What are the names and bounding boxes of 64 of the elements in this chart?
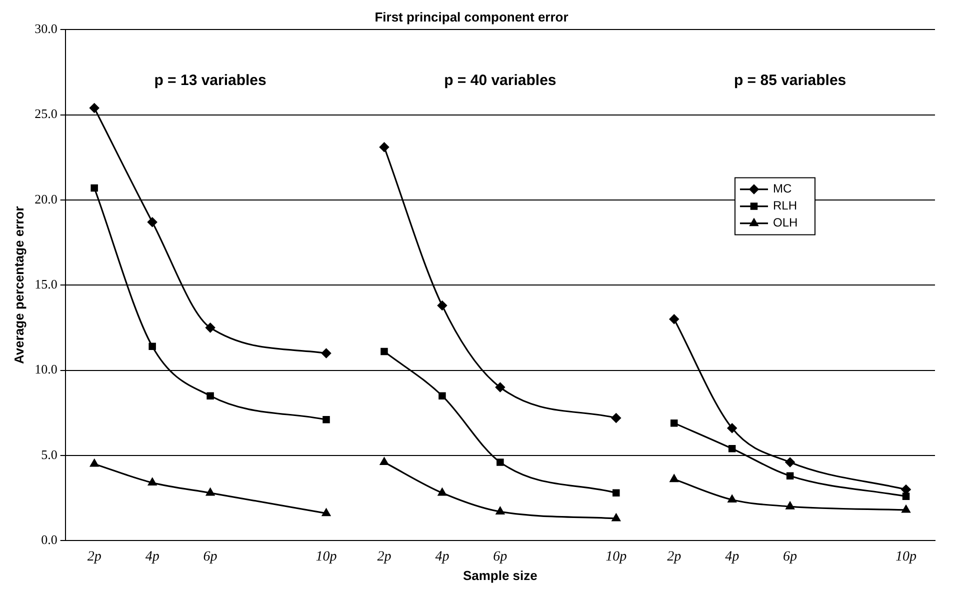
point [205, 322, 216, 332]
y-tick-label: 15.0 [34, 276, 58, 292]
y-tick-label: 20.0 [34, 191, 58, 206]
point [612, 489, 620, 497]
point [670, 419, 678, 427]
point [727, 423, 737, 433]
x-axis-title: Sample size [462, 568, 538, 583]
point [496, 458, 504, 466]
point [206, 392, 214, 400]
annotation: p = 13 variables [154, 72, 266, 89]
point [438, 392, 446, 400]
annotation: p = 40 variables [444, 72, 556, 89]
point [785, 457, 795, 468]
point [902, 505, 910, 513]
y-axis-title: Average percentage error [11, 206, 26, 364]
y-tick-label: 10.0 [34, 362, 58, 377]
point [612, 514, 620, 522]
y-tick-label: 0.0 [41, 532, 58, 548]
point [90, 459, 99, 467]
point [670, 474, 678, 482]
point [669, 314, 679, 324]
point [321, 348, 332, 358]
x-tick-label: 6p [783, 550, 798, 565]
y-tick-label: 5.0 [41, 446, 58, 462]
x-tick-label: 6p [203, 550, 218, 565]
point [786, 472, 794, 480]
point [90, 184, 98, 192]
x-tick-label: 2p [377, 550, 392, 565]
point [786, 502, 794, 510]
x-tick-label: 6p [493, 550, 508, 565]
point [322, 416, 330, 424]
point [206, 488, 215, 496]
point [148, 217, 158, 227]
point [496, 506, 504, 514]
point [902, 492, 910, 500]
x-tick-label: 2p [87, 550, 102, 565]
point [495, 382, 505, 392]
x-tick-label: 4p [435, 550, 450, 565]
point [437, 300, 447, 310]
y-tick-label: 30.0 [34, 21, 58, 36]
x-tick-label: 2p [667, 550, 682, 565]
x-tick-label: 4p [725, 550, 740, 565]
point [380, 348, 388, 356]
point [728, 444, 736, 452]
point [901, 484, 911, 494]
point [322, 508, 331, 516]
point [148, 342, 156, 350]
point [148, 478, 157, 486]
annotation: p = 85 variables [734, 72, 846, 89]
x-tick-label: 10p [606, 550, 627, 565]
point [90, 103, 100, 113]
x-tick-label: 4p [145, 550, 160, 565]
point [380, 457, 388, 466]
x-tick-label: 10p [316, 550, 337, 565]
point [728, 494, 736, 503]
point [611, 413, 621, 423]
legend-label: MC [772, 182, 792, 196]
point [379, 142, 390, 152]
legend-label: RLH [772, 198, 797, 213]
chart-title: First principal component error [374, 9, 568, 24]
point [438, 488, 446, 496]
x-tick-label: 10p [896, 550, 917, 565]
y-tick-label: 25.0 [34, 106, 58, 122]
legend-label: OLH [772, 216, 798, 230]
